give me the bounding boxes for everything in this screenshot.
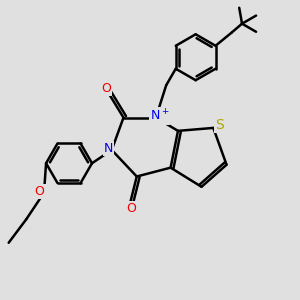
Text: N: N	[104, 142, 113, 155]
Text: O: O	[126, 202, 136, 215]
Text: N$^+$: N$^+$	[150, 109, 169, 124]
Text: O: O	[34, 185, 44, 198]
Text: S: S	[215, 118, 224, 132]
Text: O: O	[101, 82, 111, 95]
